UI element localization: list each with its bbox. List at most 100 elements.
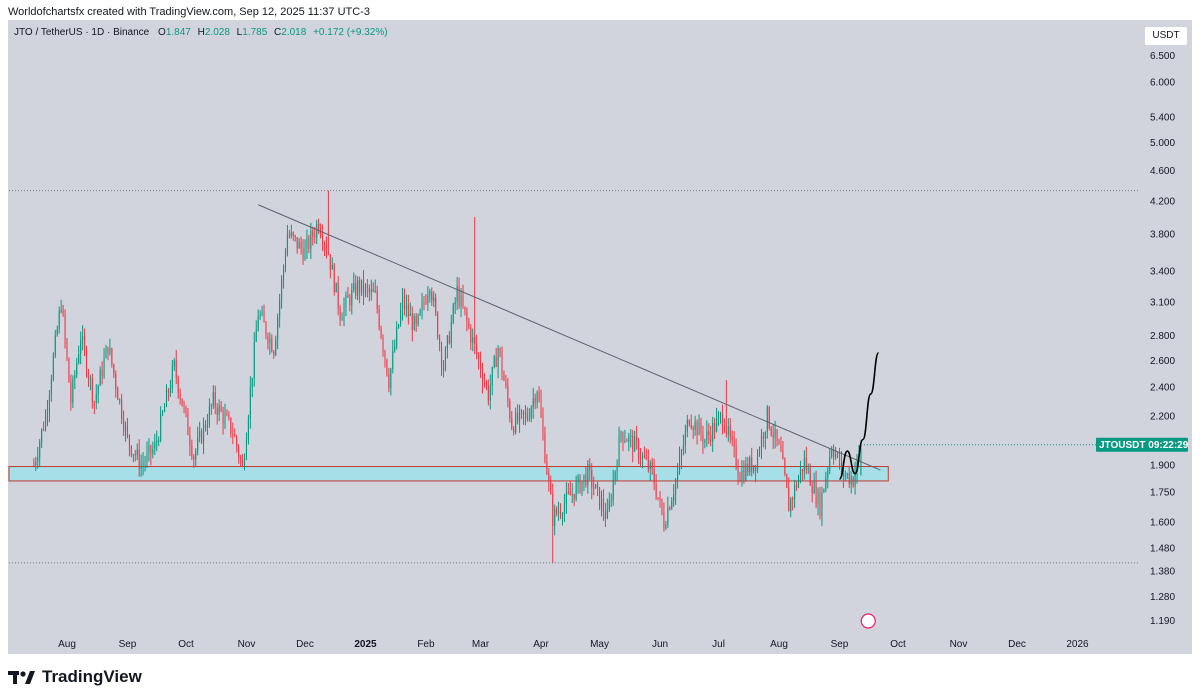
tradingview-logo-icon bbox=[8, 671, 35, 684]
candle-body bbox=[503, 373, 505, 381]
candle-body bbox=[441, 344, 443, 365]
candle-body bbox=[671, 500, 673, 510]
candle-body bbox=[552, 494, 554, 526]
candle-body bbox=[634, 436, 636, 452]
candle-body bbox=[776, 429, 778, 441]
candle-body bbox=[33, 464, 35, 466]
candle-body bbox=[755, 465, 757, 471]
candle-body bbox=[392, 351, 394, 369]
x-tick-label: Oct bbox=[178, 639, 194, 650]
candle-body bbox=[290, 232, 292, 237]
candle-body bbox=[115, 373, 117, 389]
candle-body bbox=[288, 234, 290, 237]
candle-body bbox=[559, 511, 562, 516]
candle-body bbox=[165, 390, 168, 407]
candle-body bbox=[156, 440, 158, 443]
candle-body bbox=[620, 432, 622, 436]
candle-body bbox=[251, 377, 253, 388]
candle-body bbox=[758, 451, 761, 454]
candle-body bbox=[591, 470, 593, 488]
candle-body bbox=[318, 223, 320, 230]
candle-body bbox=[187, 412, 189, 435]
candle-body bbox=[111, 348, 113, 365]
candle-body bbox=[456, 286, 458, 302]
candle-body bbox=[78, 354, 80, 363]
candle-body bbox=[66, 339, 68, 359]
y-tick-label: 1.190 bbox=[1150, 616, 1175, 627]
candle-body bbox=[554, 508, 556, 526]
candle-body bbox=[87, 373, 89, 379]
candle-body bbox=[831, 449, 833, 457]
candle-body bbox=[84, 335, 86, 350]
candle-body bbox=[439, 337, 441, 345]
candle-body bbox=[803, 457, 805, 472]
candle-body bbox=[799, 469, 802, 479]
candle-body bbox=[854, 472, 856, 487]
candle-body bbox=[509, 401, 511, 419]
candle-body bbox=[355, 282, 357, 296]
candle-body bbox=[236, 436, 238, 447]
candle-body bbox=[224, 414, 226, 424]
candle-body bbox=[124, 425, 127, 431]
candle-body bbox=[860, 444, 862, 475]
candle-body bbox=[282, 267, 285, 280]
candle-body bbox=[103, 358, 105, 377]
candle-body bbox=[577, 476, 579, 483]
candle-body bbox=[271, 338, 273, 352]
chart-frame[interactable] bbox=[8, 20, 1192, 654]
candle-body bbox=[255, 330, 257, 342]
candle-body bbox=[472, 337, 474, 343]
candle-body bbox=[497, 348, 499, 367]
candle-body bbox=[349, 297, 351, 306]
candle-body bbox=[520, 410, 523, 412]
candle-body bbox=[210, 404, 212, 407]
candle-body bbox=[608, 500, 610, 510]
candle-body bbox=[481, 371, 484, 383]
candle-body bbox=[329, 254, 331, 270]
x-tick-label: Mar bbox=[472, 639, 490, 650]
candle-body bbox=[493, 356, 495, 368]
x-tick-label: Nov bbox=[950, 639, 968, 650]
candle-body bbox=[444, 348, 446, 370]
candle-body bbox=[835, 454, 837, 458]
candle-body bbox=[284, 255, 287, 268]
candle-body bbox=[856, 456, 858, 473]
candle-body bbox=[657, 497, 659, 499]
candle-body bbox=[48, 395, 50, 411]
candle-body bbox=[128, 435, 130, 446]
candle-body bbox=[433, 297, 435, 301]
candle-body bbox=[513, 428, 515, 433]
candle-body bbox=[310, 230, 312, 249]
legend-high: 2.028 bbox=[204, 27, 230, 38]
candle-body bbox=[534, 398, 536, 403]
candle-body bbox=[437, 312, 439, 338]
candle-body bbox=[345, 295, 347, 306]
candle-body bbox=[515, 412, 517, 433]
currency-badge[interactable]: USDT bbox=[1144, 26, 1188, 46]
candle-body bbox=[700, 422, 702, 435]
candle-body bbox=[587, 464, 589, 486]
candle-body bbox=[618, 435, 620, 467]
candle-body bbox=[600, 499, 603, 509]
candle-body bbox=[343, 305, 345, 319]
candle-body bbox=[645, 457, 647, 459]
candle-body bbox=[70, 382, 72, 403]
candle-body bbox=[659, 498, 661, 500]
candle-body bbox=[688, 420, 690, 425]
candle-body bbox=[95, 394, 97, 403]
candle-body bbox=[273, 351, 275, 356]
y-tick-label: 3.100 bbox=[1150, 297, 1175, 308]
candle-body bbox=[581, 480, 583, 493]
candle-body bbox=[362, 279, 365, 294]
candle-body bbox=[575, 482, 577, 500]
candle-body bbox=[753, 465, 755, 472]
candle-body bbox=[370, 289, 372, 292]
candle-body bbox=[417, 314, 419, 325]
candle-body bbox=[797, 478, 800, 488]
candle-body bbox=[257, 316, 259, 331]
candle-body bbox=[844, 474, 846, 477]
candle-body bbox=[610, 500, 612, 502]
candle-body bbox=[511, 418, 513, 429]
candle-body bbox=[649, 462, 651, 470]
